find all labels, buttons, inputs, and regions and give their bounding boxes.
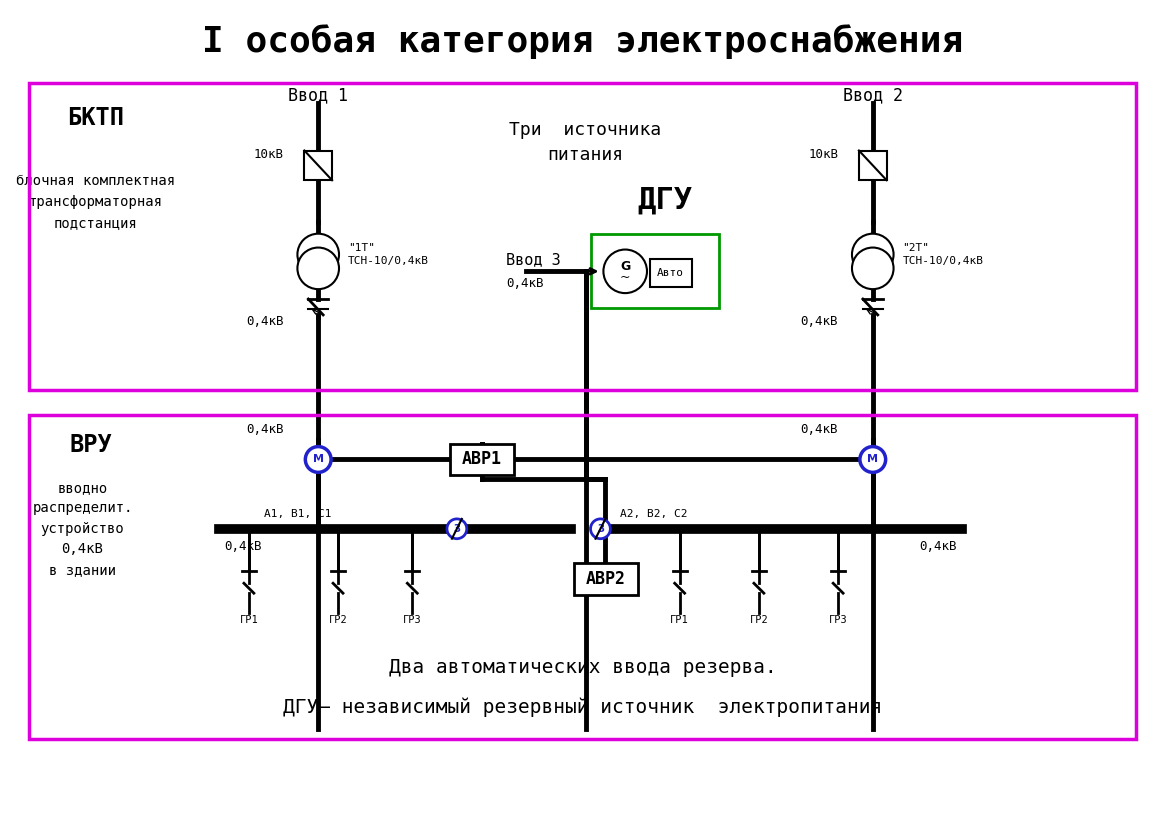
Text: блочная комплектная
трансформаторная
подстанция: блочная комплектная трансформаторная под…	[16, 175, 174, 229]
Text: З: З	[454, 524, 461, 534]
Circle shape	[590, 519, 610, 539]
Text: "1Т"
ТСН-10/0,4кВ: "1Т" ТСН-10/0,4кВ	[348, 243, 429, 266]
Text: ВРУ: ВРУ	[69, 433, 112, 457]
Text: М: М	[867, 454, 878, 464]
Bar	[574, 563, 638, 595]
Text: ГР2: ГР2	[750, 615, 768, 625]
Text: 0,4кВ: 0,4кВ	[224, 540, 262, 553]
Text: АВР2: АВР2	[586, 570, 625, 589]
Bar	[590, 233, 720, 308]
Bar	[29, 83, 1137, 390]
Circle shape	[298, 248, 340, 289]
Text: I особая категория электроснабжения: I особая категория электроснабжения	[202, 24, 963, 59]
Text: Ввод 2: Ввод 2	[843, 86, 903, 104]
Text: ГРЗ: ГРЗ	[403, 615, 422, 625]
Bar	[859, 150, 887, 180]
Circle shape	[852, 248, 894, 289]
Text: G: G	[620, 260, 631, 273]
Text: 0,4кВ: 0,4кВ	[919, 540, 957, 553]
Bar	[305, 150, 333, 180]
Bar	[450, 444, 514, 476]
Circle shape	[603, 250, 647, 293]
Text: Ввод 1: Ввод 1	[289, 86, 348, 104]
Bar	[650, 259, 692, 287]
Text: БКТП: БКТП	[67, 106, 124, 130]
Text: Авто: Авто	[657, 268, 684, 278]
Text: 10кВ: 10кВ	[254, 148, 283, 161]
Text: 0,4кВ: 0,4кВ	[246, 424, 283, 437]
Text: 10кВ: 10кВ	[808, 148, 839, 161]
Text: М: М	[313, 454, 323, 464]
Text: З: З	[597, 524, 604, 534]
Circle shape	[305, 446, 331, 472]
Bar	[29, 415, 1137, 739]
Text: АВР1: АВР1	[462, 450, 501, 468]
Circle shape	[298, 233, 340, 276]
Circle shape	[852, 233, 894, 276]
Circle shape	[447, 519, 467, 539]
Circle shape	[859, 446, 886, 472]
Text: Ввод 3: Ввод 3	[506, 252, 561, 267]
Text: ГР2: ГР2	[329, 615, 348, 625]
Text: вводно
распределит.
устройство
0,4кВ
в здании: вводно распределит. устройство 0,4кВ в з…	[32, 480, 133, 577]
Text: 0,4кВ: 0,4кВ	[800, 424, 839, 437]
Text: Три  источника
питания: Три источника питания	[509, 121, 662, 164]
Text: ГР1: ГР1	[239, 615, 259, 625]
Text: "2Т"
ТСН-10/0,4кВ: "2Т" ТСН-10/0,4кВ	[902, 243, 983, 266]
Text: Два автоматических ввода резерва.: Два автоматических ввода резерва.	[389, 658, 776, 677]
Text: 0,4кВ: 0,4кВ	[246, 315, 283, 328]
Text: ДГУ: ДГУ	[638, 185, 692, 215]
Text: ГРЗ: ГРЗ	[829, 615, 848, 625]
Text: ГР1: ГР1	[670, 615, 690, 625]
Text: 0,4кВ: 0,4кВ	[506, 276, 544, 289]
Text: А2, В2, С2: А2, В2, С2	[620, 509, 687, 519]
Text: ДГУ– независимый резервный источник  электропитания: ДГУ– независимый резервный источник элек…	[283, 698, 882, 717]
Text: А1, В1, С1: А1, В1, С1	[263, 509, 331, 519]
Text: ~: ~	[620, 271, 631, 284]
Text: 0,4кВ: 0,4кВ	[800, 315, 839, 328]
